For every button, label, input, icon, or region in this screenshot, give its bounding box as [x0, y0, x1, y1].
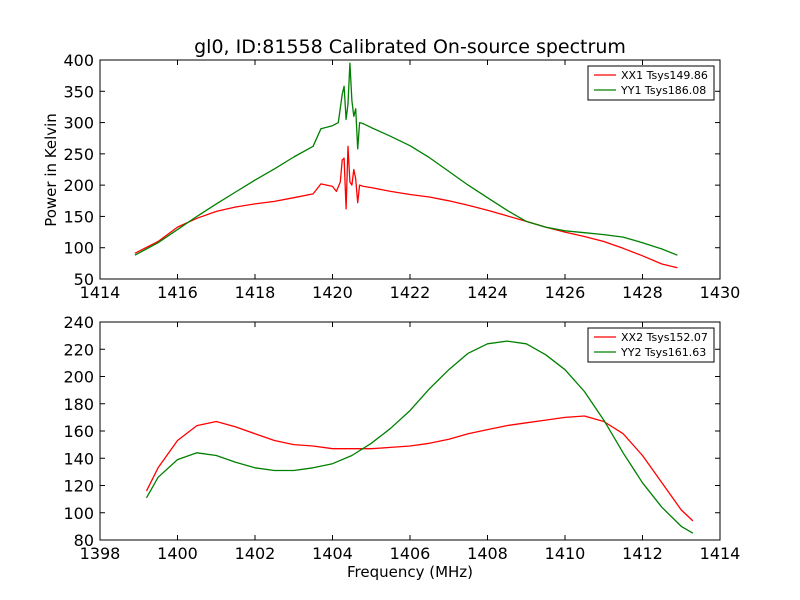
y-tick-label: 250 [63, 145, 94, 164]
x-axis-label: Frequency (MHz) [347, 563, 473, 581]
y-tick-label: 350 [63, 82, 94, 101]
y-tick-label: 100 [63, 239, 94, 258]
x-tick-label: 1402 [235, 544, 276, 563]
x-ticks: 1398 1400 1402 1404 1406 1408 1410 1412 1414 [80, 322, 741, 563]
x-tick-label: 1422 [390, 283, 431, 302]
x-tick-label: 1410 [545, 544, 586, 563]
y-tick-label: 200 [63, 176, 94, 195]
legend: XX2 Tsys152.07 YY2 Tsys161.63 [587, 327, 715, 363]
x-tick-label: 1430 [700, 283, 741, 302]
x-tick-label: 1412 [622, 544, 663, 563]
legend-label: YY2 Tsys161.63 [620, 346, 706, 359]
y-tick-label: 240 [63, 313, 94, 332]
x-ticks: 1414 1416 1418 1420 1422 1424 1426 1428 1430 [80, 60, 741, 302]
y-tick-label: 80 [74, 531, 94, 550]
plot-frame [99, 321, 721, 541]
x-tick-label: 1414 [700, 544, 741, 563]
bottom-plot: Frequency (MHz) 1398 1400 1402 1404 1406 1408… [63, 313, 740, 581]
y-axis-label: Power in Kelvin [42, 113, 60, 227]
y-tick-label: 150 [63, 207, 94, 226]
x-tick-label: 1416 [157, 283, 198, 302]
x-tick-label: 1428 [622, 283, 663, 302]
x-tick-label: 1426 [545, 283, 586, 302]
legend-box [587, 65, 715, 101]
y-tick-label: 300 [63, 114, 94, 133]
series-line [145, 415, 694, 522]
legend: XX1 Tsys149.86 YY1 Tsys186.08 [587, 65, 715, 101]
y-ticks: 80 100 120 140 160 180 200 220 240 [63, 313, 720, 550]
chart-title: gl0, ID:81558 Calibrated On-source spect… [194, 36, 626, 58]
x-tick-label: 1398 [80, 544, 121, 563]
y-tick-label: 50 [74, 270, 94, 289]
top-plot: gl0, ID:81558 Calibrated On-source spect… [42, 36, 740, 302]
series-line [134, 62, 678, 256]
y-tick-label: 160 [63, 422, 94, 441]
series-lines [145, 340, 694, 534]
series-line [145, 340, 694, 534]
x-tick-label: 1404 [312, 544, 353, 563]
legend-label: YY1 Tsys186.08 [620, 84, 706, 97]
x-tick-label: 1406 [390, 544, 431, 563]
x-tick-label: 1424 [467, 283, 508, 302]
y-tick-label: 120 [63, 477, 94, 496]
y-tick-label: 200 [63, 368, 94, 387]
y-tick-label: 140 [63, 449, 94, 468]
series-lines [134, 62, 678, 269]
x-tick-label: 1414 [80, 283, 121, 302]
x-tick-label: 1400 [157, 544, 198, 563]
legend-label: XX1 Tsys149.86 [621, 69, 708, 82]
x-tick-label: 1408 [467, 544, 508, 563]
legend-box [587, 327, 715, 363]
y-ticks: 50 100 150 200 250 300 350 400 [63, 51, 720, 289]
x-tick-label: 1418 [235, 283, 276, 302]
legend-label: XX2 Tsys152.07 [621, 331, 708, 344]
y-tick-label: 180 [63, 395, 94, 414]
plot-frame [99, 59, 721, 280]
y-tick-label: 400 [63, 51, 94, 70]
x-tick-label: 1420 [312, 283, 353, 302]
y-tick-label: 220 [63, 340, 94, 359]
y-tick-label: 100 [63, 504, 94, 523]
